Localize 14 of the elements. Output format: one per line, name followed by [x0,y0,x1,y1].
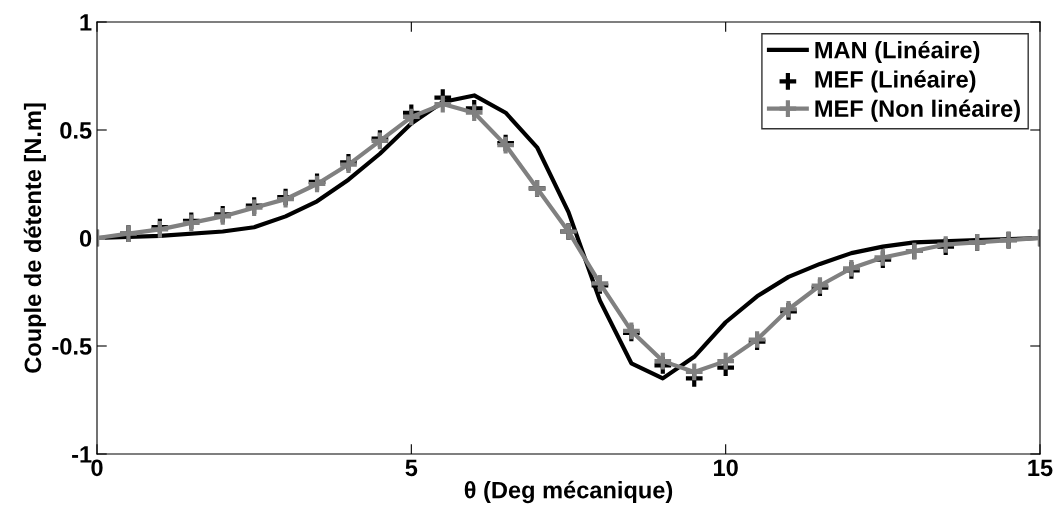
legend-label: MAN (Linéaire) [815,40,980,64]
legend-label: MEF (Non linéaire) [815,99,1020,122]
x-tick-label: 0 [91,459,103,477]
y-tick-label: -1 [72,446,92,463]
y-tick-label: 0 [79,230,92,247]
y-tick-label: 1 [80,14,92,31]
y-tick-label: -0.5 [52,338,92,355]
x-tick-label: 5 [405,459,418,477]
x-axis-title: θ (Deg mécanique) [464,480,673,504]
x-tick-label: 15 [1028,459,1053,477]
y-tick-label: 0.5 [60,122,92,139]
x-tick-label: 10 [714,459,738,477]
y-axis-title: Couple de détente [N.m] [23,103,46,373]
legend-label: MEF (Linéaire) [815,70,976,93]
